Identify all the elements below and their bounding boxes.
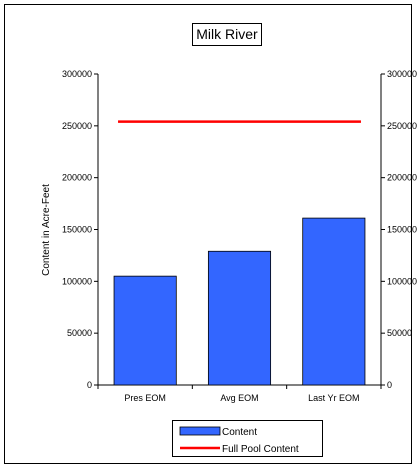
- x-tick-label: Avg EOM: [220, 393, 258, 403]
- y-tick-label-right: 200000: [387, 173, 417, 183]
- y-tick-label-left: 250000: [62, 121, 92, 131]
- plot-area: 0 50000 100000 150000 200000 250000 300000 0 500…: [62, 69, 417, 403]
- y-tick-label-right: 300000: [387, 69, 417, 79]
- chart-title-box: [192, 23, 262, 46]
- chart-title: Milk River: [196, 26, 258, 42]
- y-tick-label-right: 50000: [387, 328, 412, 338]
- y-tick-label-left: 200000: [62, 173, 92, 183]
- bar-content: [113, 275, 177, 386]
- x-tick-label: Last Yr EOM: [308, 393, 359, 403]
- bar-content: [302, 217, 366, 386]
- y-tick-label-right: 150000: [387, 225, 417, 235]
- y-tick-label-left: 100000: [62, 276, 92, 286]
- bar-content: [207, 250, 272, 386]
- y-axis-label: Content in Acre-Feet: [41, 184, 52, 276]
- y-tick-label-left: 50000: [67, 328, 92, 338]
- y-tick-label-left: 300000: [62, 69, 92, 79]
- y-tick-label-left: 0: [87, 380, 92, 390]
- y-tick-label-right: 250000: [387, 121, 417, 131]
- x-tick-label: Pres EOM: [124, 393, 166, 403]
- legend-box: [172, 420, 323, 457]
- y-tick-label-right: 0: [387, 380, 392, 390]
- legend-swatch-content: [179, 426, 221, 436]
- y-tick-label-left: 150000: [62, 225, 92, 235]
- legend: Content Full Pool Content: [172, 420, 323, 457]
- y-tick-label-right: 100000: [387, 276, 417, 286]
- legend-label-content: Content: [222, 427, 257, 438]
- legend-label-full-pool: Full Pool Content: [222, 444, 299, 455]
